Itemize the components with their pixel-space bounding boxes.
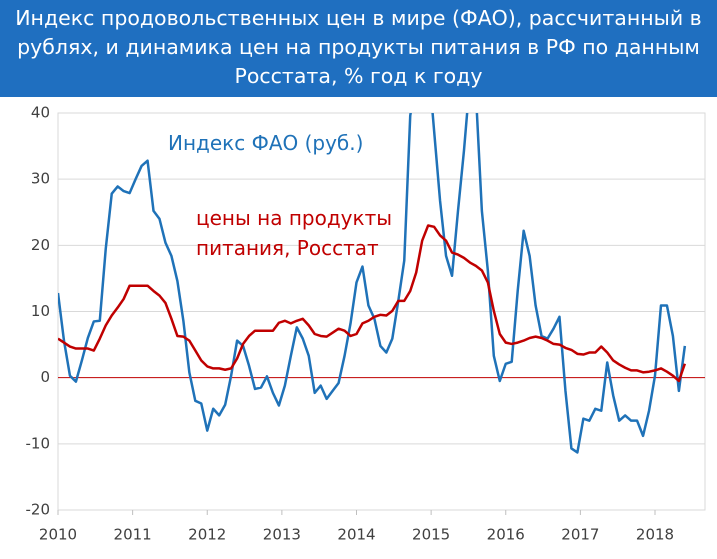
x-tick-label: 2011 — [114, 526, 152, 544]
series-label: цены на продукты питания, Росстат — [196, 206, 393, 260]
title-banner — [0, 0, 717, 97]
x-tick-label: 2015 — [412, 526, 450, 544]
y-tick-label: -10 — [26, 434, 51, 452]
chart-title: Индекс продовольственных цен в мире (ФАО… — [15, 6, 702, 88]
series-line — [58, 113, 687, 454]
series-line — [58, 224, 687, 383]
x-tick-label: 2014 — [337, 526, 375, 544]
x-tick-label: 2013 — [263, 526, 301, 544]
y-tick-label: -20 — [26, 501, 51, 519]
x-tick-label: 2018 — [636, 526, 674, 544]
x-tick-label: 2012 — [188, 526, 226, 544]
x-tick-label: 2010 — [39, 526, 77, 544]
y-tick-label: 10 — [31, 302, 50, 320]
y-tick-label: 20 — [31, 236, 50, 254]
y-tick-label: 30 — [31, 170, 50, 188]
x-tick-label: 2017 — [561, 526, 599, 544]
y-tick-label: 40 — [31, 104, 50, 122]
series-label: Индекс ФАО (руб.) — [168, 131, 364, 155]
y-tick-label: 0 — [40, 368, 50, 386]
x-tick-label: 2016 — [487, 526, 525, 544]
plot-area — [58, 113, 687, 454]
